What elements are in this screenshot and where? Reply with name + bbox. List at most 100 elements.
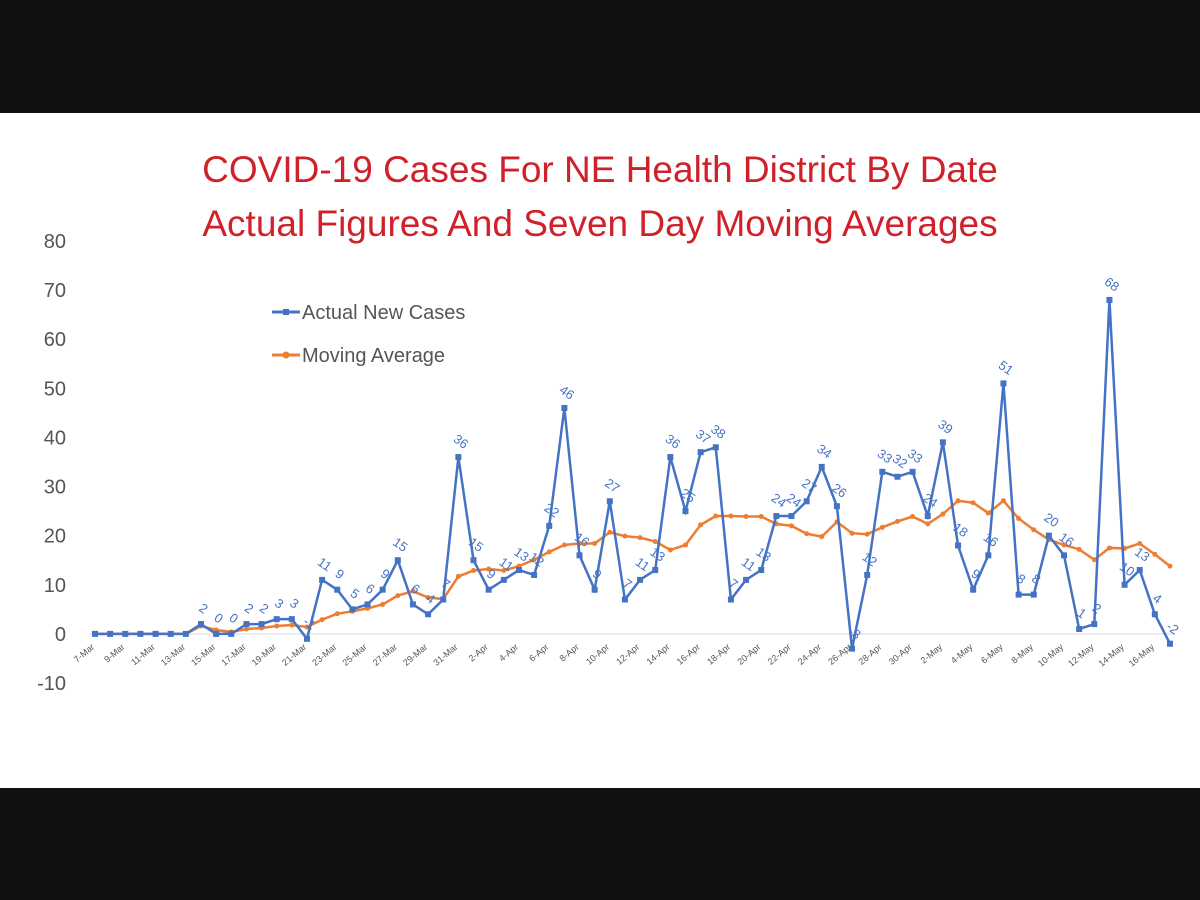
legend: Actual New Cases Moving Average [272,302,465,367]
x-tick-label: 14-Apr [645,642,672,667]
data-point-actual-new-cases [425,611,432,618]
data-point-actual-new-cases [531,571,538,578]
x-tick-label: 12-Apr [614,642,641,667]
data-point-moving-average [1031,527,1037,533]
x-tick-label: 8-Apr [557,642,580,664]
data-label: 6 [363,581,378,597]
data-label: 12 [526,549,546,570]
data-point-actual-new-cases [864,571,871,578]
data-label: 11 [315,554,335,574]
data-point-actual-new-cases [319,576,326,583]
y-tick-label: 40 [44,427,66,449]
data-point-actual-new-cases [213,630,220,637]
data-label: 37 [693,426,713,447]
data-point-moving-average [592,541,598,547]
data-point-moving-average [1076,546,1082,552]
data-point-actual-new-cases [1121,581,1128,588]
data-point-actual-new-cases [500,576,507,583]
y-axis: -10 0 10 20 30 40 50 60 70 80 [37,231,66,695]
data-label: 15 [390,534,410,555]
data-label: 2 [196,600,211,616]
data-point-actual-new-cases [849,645,856,652]
data-point-actual-new-cases [1061,552,1068,559]
data-point-actual-new-cases [818,463,825,470]
data-point-actual-new-cases [379,586,386,593]
data-point-actual-new-cases [364,601,371,608]
data-point-moving-average [910,514,916,520]
x-tick-label: 29-Mar [401,642,429,668]
data-point-actual-new-cases [409,601,416,608]
data-label: 5 [348,585,363,601]
data-label: 16 [981,529,1001,550]
data-point-actual-new-cases [440,596,447,603]
data-point-actual-new-cases [92,630,98,637]
data-point-actual-new-cases [273,616,280,623]
legend-marker-average [282,351,290,359]
data-point-moving-average [243,626,249,632]
data-point-moving-average [471,568,477,574]
data-point-moving-average [531,557,537,563]
data-point-moving-average [486,566,492,572]
data-point-moving-average [501,568,507,574]
data-point-actual-new-cases [303,635,310,642]
x-tick-label: 6-Apr [527,642,550,664]
data-label: 24 [769,490,789,511]
x-tick-label: 2-May [919,641,945,665]
data-point-moving-average [713,513,719,519]
data-point-moving-average [380,601,386,607]
chart-title: COVID-19 Cases For NE Health District By… [0,143,1200,251]
data-label: 0 [211,610,226,626]
data-point-actual-new-cases [1106,296,1113,303]
legend-item-actual: Actual New Cases [272,302,465,324]
x-tick-label: 11-Mar [129,642,157,668]
x-tick-label: 20-Apr [735,642,762,667]
data-point-actual-new-cases [182,630,189,637]
y-tick-label: 60 [44,329,66,351]
data-point-moving-average [274,623,280,629]
data-label: 3 [272,595,287,611]
data-point-actual-new-cases [803,498,810,505]
data-point-actual-new-cases [652,567,659,574]
data-point-actual-new-cases [485,586,492,593]
data-point-actual-new-cases [137,630,144,637]
x-tick-label: 26-Apr [826,642,853,667]
data-point-moving-average [788,523,794,529]
x-tick-label: 31-Mar [431,642,459,668]
data-point-actual-new-cases [879,468,886,475]
x-tick-label: 9-Mar [102,642,126,665]
x-tick-label: 12-May [1066,641,1096,668]
data-point-actual-new-cases [122,630,129,637]
data-label: 13 [648,544,668,565]
data-label: 13 [754,544,774,565]
data-point-actual-new-cases [833,503,840,510]
x-tick-label: 4-May [949,641,975,665]
data-point-actual-new-cases [758,567,765,574]
data-label: 10 [1117,559,1137,580]
data-point-moving-average [879,524,885,530]
data-label: 15 [466,534,486,555]
data-point-actual-new-cases [1151,611,1158,618]
data-label: 20 [1041,510,1061,531]
data-point-moving-average [334,611,340,617]
data-point-actual-new-cases [515,567,522,574]
data-point-actual-new-cases [1136,567,1143,574]
data-point-moving-average [728,513,734,519]
data-label: 16 [1056,529,1076,550]
data-point-moving-average [682,542,688,548]
data-label: 27 [602,475,622,496]
data-point-actual-new-cases [682,508,689,515]
data-label: 51 [996,357,1016,378]
series-line-actual-new-cases [95,299,1172,649]
data-point-actual-new-cases [197,621,204,628]
letterbox-bottom [0,788,1200,900]
data-point-actual-new-cases [1091,621,1098,628]
x-tick-label: 24-Apr [796,642,823,667]
data-label: -1 [301,614,319,633]
data-point-moving-average [743,514,749,520]
x-tick-label: 27-Mar [371,642,399,668]
x-tick-label: 7-Mar [72,642,96,665]
y-tick-label: 10 [44,575,66,597]
data-point-moving-average [546,549,552,555]
